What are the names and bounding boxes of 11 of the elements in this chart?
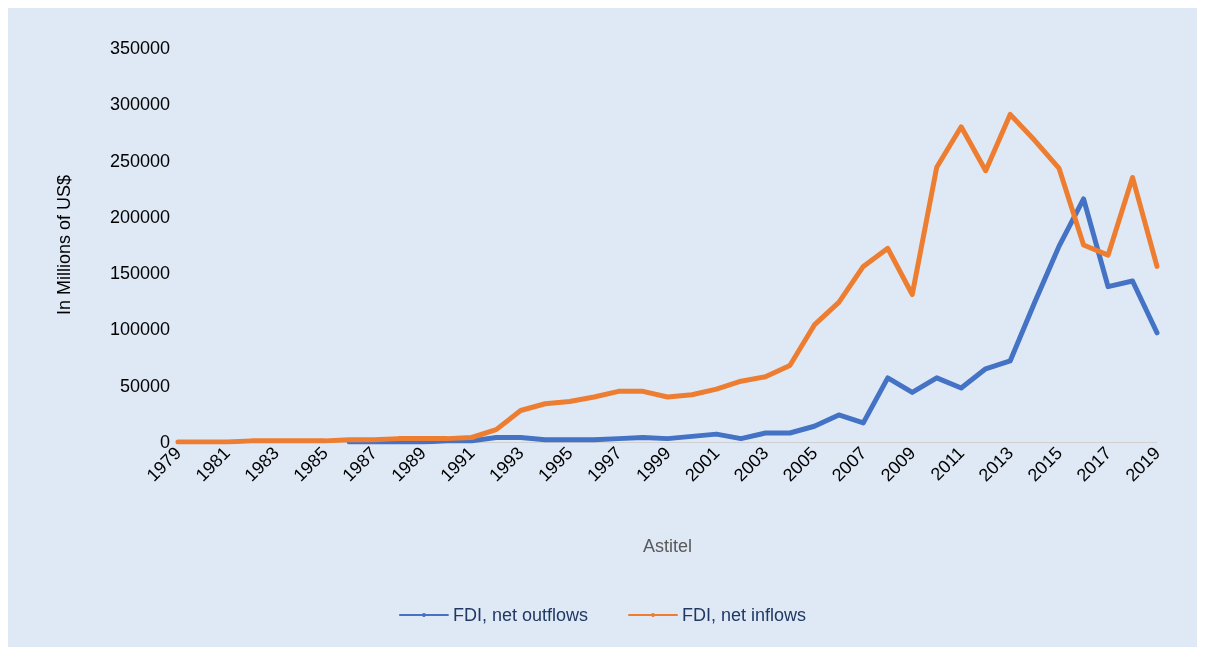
y-axis-title: In Millions of US$	[54, 174, 74, 316]
y-tick-label: 350000	[109, 38, 170, 58]
y-tick-label: 300000	[109, 94, 170, 115]
y-tick-label: 200000	[109, 206, 170, 227]
y-tick-label: 250000	[109, 150, 170, 171]
legend-label: FDI, net outflows	[452, 605, 589, 625]
y-tick-label: 150000	[109, 263, 170, 284]
x-axis-title: Astitel	[642, 536, 693, 556]
y-tick-label: 50000	[119, 375, 170, 396]
y-tick-label: 100000	[109, 319, 170, 340]
legend-label: FDI, net inflows	[682, 605, 807, 625]
